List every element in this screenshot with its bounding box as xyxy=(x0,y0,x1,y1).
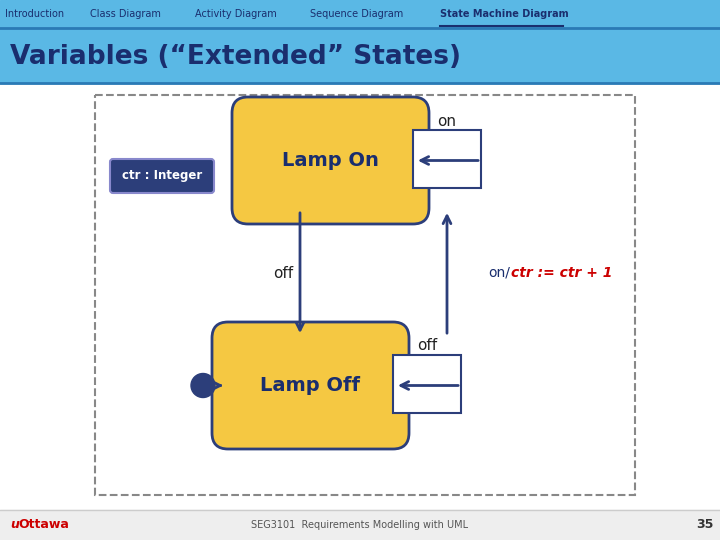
Text: off: off xyxy=(273,266,293,280)
Text: ctr : Integer: ctr : Integer xyxy=(122,170,202,183)
FancyBboxPatch shape xyxy=(212,322,409,449)
Bar xyxy=(0,0,720,28)
Circle shape xyxy=(191,374,215,397)
Text: on: on xyxy=(438,113,456,129)
Text: Sequence Diagram: Sequence Diagram xyxy=(310,9,403,19)
Text: Activity Diagram: Activity Diagram xyxy=(195,9,276,19)
Text: Variables (“Extended” States): Variables (“Extended” States) xyxy=(10,44,461,70)
Bar xyxy=(0,510,720,540)
Text: SEG3101  Requirements Modelling with UML: SEG3101 Requirements Modelling with UML xyxy=(251,520,469,530)
Text: 35: 35 xyxy=(696,518,714,531)
Text: Lamp On: Lamp On xyxy=(282,151,379,170)
Bar xyxy=(0,28,720,83)
Text: on/: on/ xyxy=(488,266,510,280)
Text: u: u xyxy=(10,518,19,531)
Text: Ottawa: Ottawa xyxy=(18,518,69,531)
FancyBboxPatch shape xyxy=(232,97,429,224)
Bar xyxy=(0,83,720,540)
Text: Introduction: Introduction xyxy=(5,9,64,19)
FancyBboxPatch shape xyxy=(110,159,214,193)
Text: off: off xyxy=(417,339,437,354)
Bar xyxy=(393,355,461,413)
Text: Class Diagram: Class Diagram xyxy=(90,9,161,19)
Bar xyxy=(413,130,481,188)
Text: ctr := ctr + 1: ctr := ctr + 1 xyxy=(511,266,613,280)
Text: State Machine Diagram: State Machine Diagram xyxy=(440,9,569,19)
Text: Lamp Off: Lamp Off xyxy=(261,376,361,395)
